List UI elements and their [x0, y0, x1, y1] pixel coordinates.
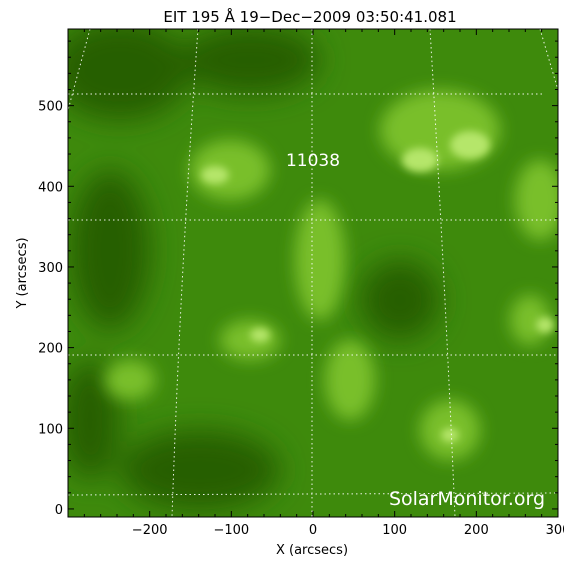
x-tick-label: 300: [546, 523, 564, 538]
y-tick-label: 400: [38, 180, 63, 195]
x-tick-label: −200: [132, 523, 168, 538]
annotations: 11038: [286, 151, 340, 171]
y-tick-label: 500: [38, 100, 63, 115]
x-tick-label: 100: [382, 523, 407, 538]
loop-highlights: [201, 131, 554, 442]
heliographic-grid: [68, 29, 558, 517]
x-tick-label: 0: [309, 523, 317, 538]
watermark: SolarMonitor.org: [389, 488, 545, 510]
x-axis-label: X (arcsecs): [276, 543, 348, 558]
y-axis-ticks: 0 100 200 300 400 500: [38, 40, 558, 518]
x-tick-label: −100: [213, 523, 249, 538]
chart-title: EIT 195 Å 19−Dec−2009 03:50:41.081: [163, 7, 456, 26]
y-tick-label: 0: [55, 503, 63, 518]
y-tick-label: 200: [38, 342, 63, 357]
x-axis-ticks: −200 −100 0 100 200 300: [83, 29, 564, 538]
bright-regions: [105, 90, 558, 460]
x-tick-label: 200: [464, 523, 489, 538]
active-region-label: 11038: [286, 151, 340, 171]
y-tick-label: 300: [38, 261, 63, 276]
y-axis-label: Y (arcsecs): [15, 237, 30, 309]
dark-regions: [68, 29, 440, 510]
solar-image: [68, 29, 558, 517]
y-tick-label: 100: [38, 422, 63, 437]
